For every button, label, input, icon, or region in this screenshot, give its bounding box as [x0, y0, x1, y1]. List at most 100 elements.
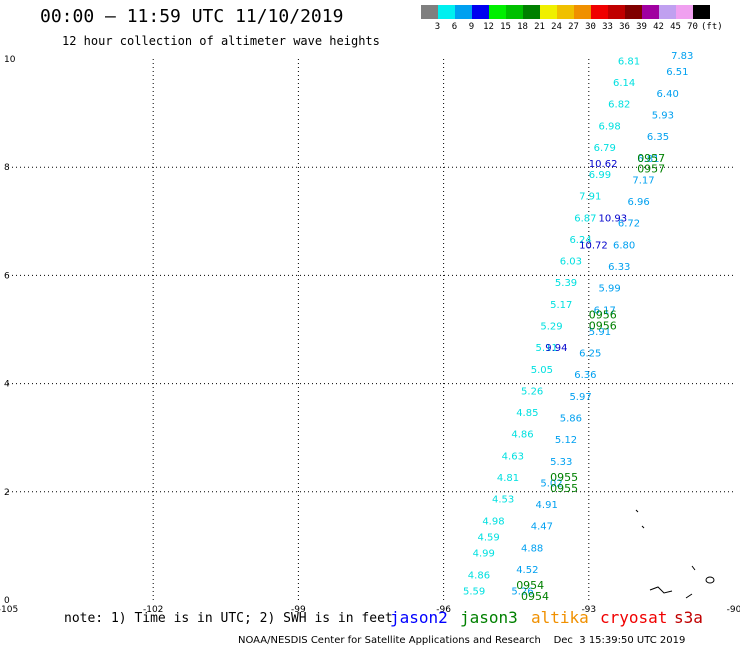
- data-point-label: 6.72: [618, 219, 640, 230]
- data-point-label: 6.40: [657, 89, 679, 100]
- data-point-label: 4.88: [521, 543, 543, 554]
- satellite-jason3: jason3: [460, 608, 518, 627]
- data-point-label: 6.99: [589, 170, 611, 181]
- color-scale-label: 42: [653, 22, 664, 32]
- color-scale-label: 12: [483, 22, 494, 32]
- data-point-label: 5.26: [511, 587, 533, 598]
- chart-subtitle: 12 hour collection of altimeter wave hei…: [62, 34, 380, 48]
- color-swatch: [540, 5, 557, 19]
- time-label: 0956: [589, 309, 617, 322]
- color-swatch: [642, 5, 659, 19]
- data-point-label: 5.93: [652, 111, 674, 122]
- data-point-label: 10.62: [589, 159, 618, 170]
- y-tick-label: 6: [4, 271, 10, 281]
- color-scale-label: (ft): [701, 22, 723, 32]
- x-tick-label: -105: [0, 605, 18, 615]
- color-scale-legend: [421, 5, 710, 19]
- data-point-label: 5.11: [536, 343, 558, 354]
- color-swatch: [438, 5, 455, 19]
- data-point-label: 5.17: [550, 300, 572, 311]
- time-label: 0956: [589, 320, 617, 333]
- data-point-label: 7.91: [579, 192, 601, 203]
- data-point-label: 10.93: [598, 213, 627, 224]
- color-swatch: [489, 5, 506, 19]
- x-tick-label: -102: [143, 605, 163, 615]
- data-point-label: 5.33: [550, 457, 572, 468]
- color-scale-label: 70: [687, 22, 698, 32]
- color-swatch: [625, 5, 642, 19]
- color-swatch: [659, 5, 676, 19]
- y-tick-label: 2: [4, 488, 10, 498]
- data-point-label: 6.82: [608, 100, 630, 111]
- color-swatch: [676, 5, 693, 19]
- x-tick-label: -96: [436, 605, 451, 615]
- data-point-label: 6.87: [574, 213, 596, 224]
- data-point-label: 5.39: [555, 278, 577, 289]
- time-label: 0954: [516, 579, 544, 592]
- color-swatch: [574, 5, 591, 19]
- data-point-label: 4.86: [511, 430, 533, 441]
- color-scale-label: 15: [500, 22, 511, 32]
- data-point-label: 4.63: [502, 451, 524, 462]
- color-scale-label: 18: [517, 22, 528, 32]
- data-point-label: 4.85: [516, 408, 538, 419]
- data-point-label: 4.81: [497, 473, 519, 484]
- x-tick-label: -90: [727, 605, 740, 615]
- data-point-label: 6.96: [628, 197, 650, 208]
- color-swatch: [557, 5, 574, 19]
- data-point-label: 5.12: [555, 435, 577, 446]
- data-point-label: 6.51: [666, 67, 688, 78]
- y-tick-label: 8: [4, 163, 10, 173]
- data-point-label: 4.59: [477, 532, 499, 543]
- data-point-label: 6.33: [608, 262, 630, 273]
- data-point-label: 5.99: [598, 284, 620, 295]
- data-point-label: 7.83: [671, 51, 693, 62]
- x-tick-label: -99: [291, 605, 306, 615]
- data-point-label: 5.86: [560, 413, 582, 424]
- time-label: 0957: [637, 163, 665, 176]
- satellite-jason2: jason2: [390, 608, 448, 627]
- color-swatch: [455, 5, 472, 19]
- data-point-label: 4.99: [473, 549, 495, 560]
- color-swatch: [693, 5, 710, 19]
- data-point-label: 10.72: [579, 240, 608, 251]
- data-point-label: 6.81: [618, 56, 640, 67]
- data-point-label: 6.25: [579, 349, 601, 360]
- time-label: 0954: [521, 590, 549, 603]
- footer-credit: NOAA/NESDIS Center for Satellite Applica…: [238, 635, 686, 646]
- time-label: 0955: [550, 482, 578, 495]
- data-point-label: 4.86: [468, 570, 490, 581]
- x-tick-label: -93: [581, 605, 596, 615]
- data-point-label: 7.17: [632, 175, 654, 186]
- data-point-label: 6.35: [647, 132, 669, 143]
- chart-title: 00:00 – 11:59 UTC 11/10/2019: [40, 6, 344, 27]
- data-point-label: 6.81: [637, 154, 659, 165]
- data-point-label: 4.52: [516, 565, 538, 576]
- data-point-label: 6.03: [560, 257, 582, 268]
- data-point-label: 4.53: [492, 495, 514, 506]
- color-scale-label: 24: [551, 22, 562, 32]
- data-point-label: 5.29: [540, 322, 562, 333]
- data-point-label: 5.59: [463, 587, 485, 598]
- data-point-label: 6.17: [594, 305, 616, 316]
- color-scale-label: 30: [585, 22, 596, 32]
- color-scale-label: 6: [451, 22, 458, 32]
- note-text: note: 1) Time is in UTC; 2) SWH is in fe…: [64, 611, 393, 626]
- color-scale-label: 21: [534, 22, 545, 32]
- color-scale-label: 27: [568, 22, 579, 32]
- data-point-label: 6.79: [594, 143, 616, 154]
- data-point-label: 4.98: [482, 516, 504, 527]
- data-point-label: 5.91: [589, 327, 611, 338]
- data-point-label: 5.05: [531, 365, 553, 376]
- time-label: 0957: [637, 152, 665, 165]
- data-point-label: 5.97: [569, 392, 591, 403]
- color-scale-label: 3: [434, 22, 441, 32]
- color-swatch: [608, 5, 625, 19]
- satellite-s3a: s3a: [674, 608, 703, 627]
- color-swatch: [506, 5, 523, 19]
- y-tick-label: 0: [4, 596, 10, 606]
- color-swatch: [421, 5, 438, 19]
- color-swatch: [591, 5, 608, 19]
- color-swatch: [523, 5, 540, 19]
